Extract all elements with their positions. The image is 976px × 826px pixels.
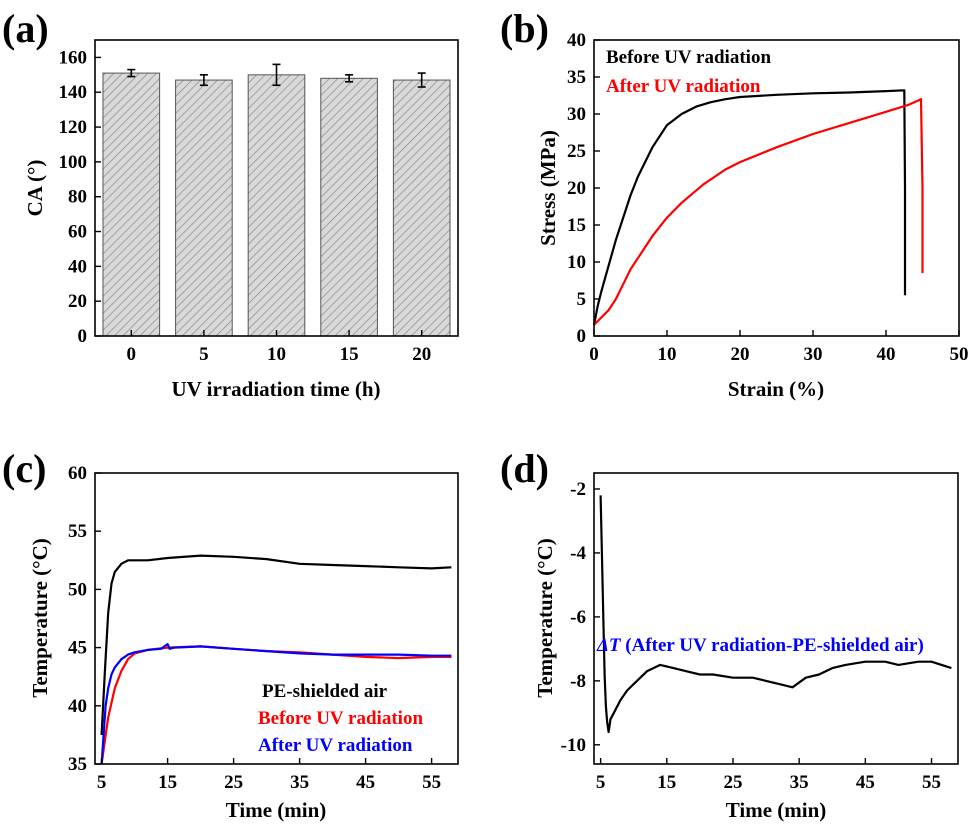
- panel-c: (c) 35 40 45 50 55 60 5 15 25 35 45 55 PE-shielded …: [2, 446, 459, 822]
- x-tick-label: 5: [596, 772, 606, 793]
- panel-d: (d) -10 -8 -6 -4 -2 5 15 25 35 45 55 ΔT (After UV …: [500, 446, 959, 822]
- bar: [392, 79, 451, 337]
- bar: [102, 72, 161, 337]
- y-tick-label: 140: [59, 82, 88, 103]
- y-tick-label: -10: [561, 735, 586, 756]
- y-tick-label: 20: [567, 178, 586, 199]
- y-tick-label: -8: [570, 671, 586, 692]
- x-tick-label: 50: [950, 344, 969, 365]
- y-tick-label: 120: [59, 117, 88, 138]
- delta-t-symbol: ΔT: [596, 635, 622, 656]
- panel-b: (b) 0 5 10 15 20 25 30 35 40 0 10 20 30 40 50 Before U…: [500, 6, 969, 401]
- x-tick-label: 25: [723, 772, 742, 793]
- y-tick-label: 10: [567, 252, 586, 273]
- y-tick-label: 15: [567, 215, 586, 236]
- y-tick-label: 40: [68, 256, 87, 277]
- x-axis-label: Time (min): [226, 798, 327, 822]
- y-tick-label: 20: [68, 291, 87, 312]
- x-tick-label: 5: [97, 772, 107, 793]
- y-tick-label: 100: [59, 152, 88, 173]
- annotation-delta-t: ΔT (After UV radiation-PE-shielded air): [596, 635, 924, 656]
- legend-after-uv: After UV radiation: [258, 735, 413, 756]
- y-tick-label: 40: [68, 696, 87, 717]
- x-tick-label: 15: [158, 772, 177, 793]
- panel-label: (a): [2, 6, 49, 51]
- x-axis-label: Time (min): [726, 798, 827, 822]
- legend-pe-shielded-air: PE-shielded air: [262, 681, 388, 702]
- y-tick-label: -4: [570, 543, 586, 564]
- panel-label: (c): [2, 446, 46, 491]
- x-tick-label: 10: [658, 344, 677, 365]
- x-tick-label: 10: [267, 344, 286, 365]
- x-tick-label: 0: [127, 344, 137, 365]
- legend-after-uv: After UV radiation: [606, 76, 761, 97]
- x-tick-label: 20: [731, 344, 750, 365]
- y-tick-label: -6: [570, 607, 586, 628]
- y-tick-label: 35: [68, 754, 87, 775]
- x-tick-label: 25: [224, 772, 243, 793]
- x-tick-label: 45: [856, 772, 875, 793]
- delta-t-text: (After UV radiation-PE-shielded air): [621, 635, 924, 656]
- y-axis-label: Stress (MPa): [536, 130, 560, 246]
- x-tick-label: 30: [804, 344, 823, 365]
- x-tick-label: 5: [199, 344, 209, 365]
- panel-label: (d): [500, 446, 549, 491]
- y-tick-label: 160: [59, 47, 88, 68]
- bar: [320, 77, 378, 337]
- y-tick-label: 5: [577, 289, 587, 310]
- y-tick-label: 60: [68, 463, 87, 484]
- y-tick-label: 0: [577, 326, 587, 347]
- series-line-0: [100, 554, 452, 735]
- y-axis-label: Temperature (°C): [28, 538, 52, 697]
- y-tick-label: 30: [567, 104, 586, 125]
- y-tick-label: 80: [68, 187, 87, 208]
- y-tick-label: 55: [68, 521, 87, 542]
- x-tick-label: 20: [412, 344, 431, 365]
- x-axis-label: UV irradiation time (h): [171, 377, 380, 401]
- series-line-0: [592, 89, 907, 326]
- bar: [247, 74, 306, 337]
- x-tick-label: 35: [790, 772, 809, 793]
- x-tick-label: 55: [422, 772, 441, 793]
- y-tick-label: 0: [78, 326, 88, 347]
- x-tick-label: 0: [589, 344, 599, 365]
- y-tick-label: 50: [68, 579, 87, 600]
- series-line-0: [599, 495, 952, 734]
- panel-a: (a) 0 20 40 60 80 100 120 140 160 0 5 10 15 20 UV irr…: [2, 6, 459, 401]
- y-axis-label: Temperature (°C): [533, 538, 557, 697]
- panel-label: (b): [500, 6, 549, 51]
- x-tick-label: 45: [356, 772, 375, 793]
- series-line-2: [100, 643, 452, 765]
- x-axis-label: Strain (%): [728, 377, 824, 401]
- x-tick-label: 35: [290, 772, 309, 793]
- y-tick-label: 25: [567, 141, 586, 162]
- series-line-1: [593, 98, 924, 326]
- y-tick-label: 40: [567, 30, 586, 51]
- bar: [175, 79, 233, 337]
- y-tick-label: -2: [570, 479, 586, 500]
- y-tick-label: 45: [68, 638, 87, 659]
- y-tick-label: 35: [567, 67, 586, 88]
- x-tick-label: 15: [340, 344, 359, 365]
- plot-frame: [593, 472, 959, 765]
- legend-before-uv: Before UV radiation: [606, 47, 771, 68]
- legend-before-uv: Before UV radiation: [258, 708, 423, 729]
- x-tick-label: 40: [877, 344, 896, 365]
- y-tick-label: 60: [68, 222, 87, 243]
- x-tick-label: 15: [657, 772, 676, 793]
- y-axis-label: CA (°): [23, 160, 47, 217]
- plot-frame: [94, 472, 459, 765]
- x-tick-label: 55: [922, 772, 941, 793]
